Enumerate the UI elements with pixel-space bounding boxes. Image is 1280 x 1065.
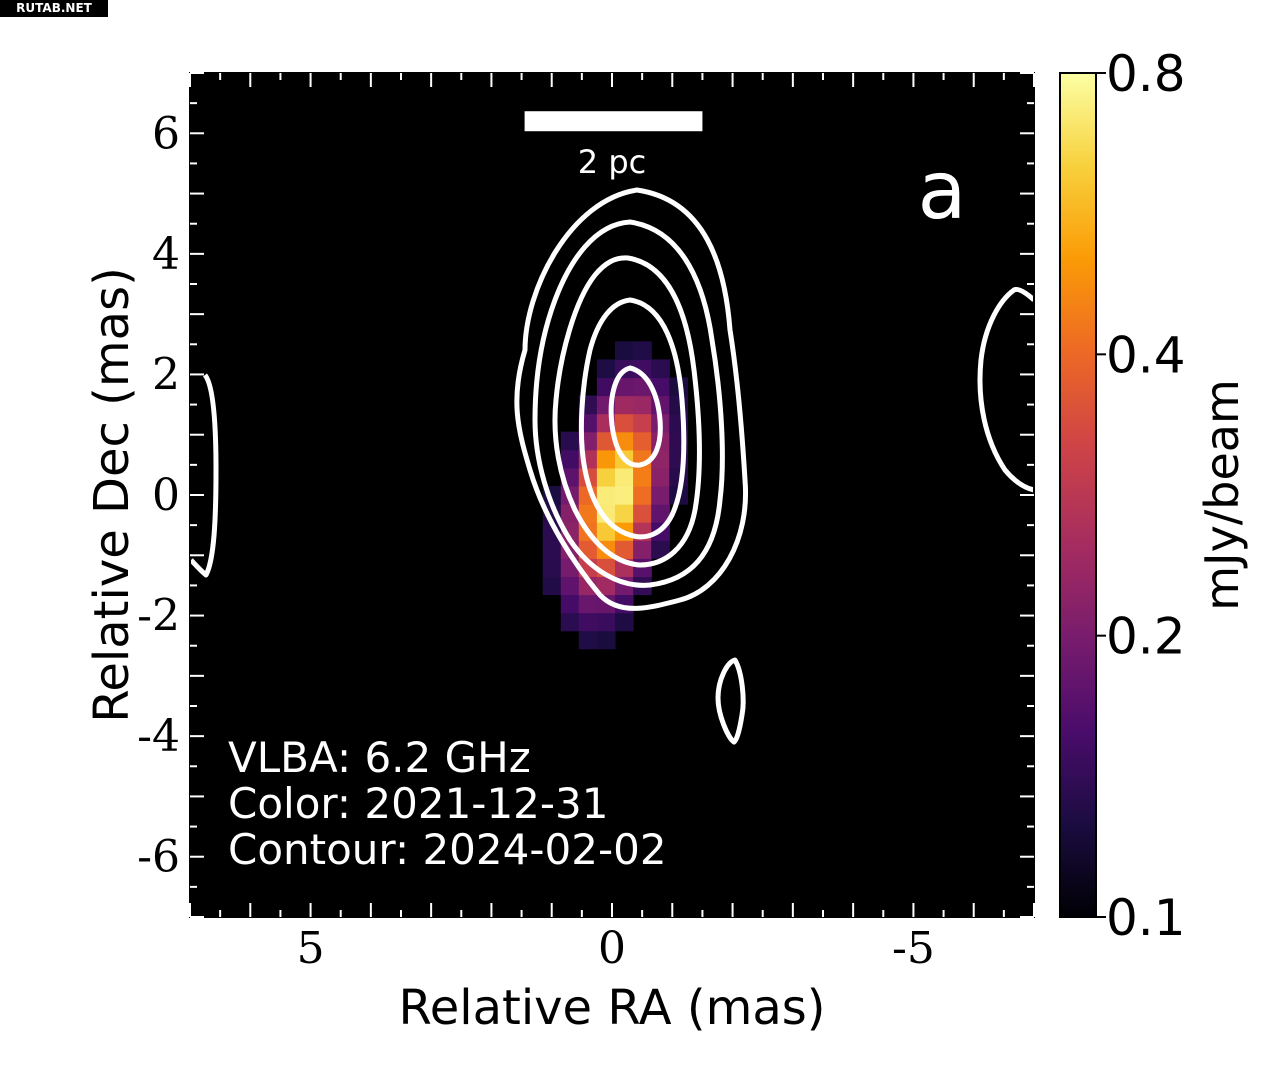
heatmap-pixel bbox=[651, 467, 670, 487]
y-tick-label: 4 bbox=[152, 229, 180, 280]
heatmap-pixel bbox=[633, 504, 652, 523]
y-tick-label: 0 bbox=[152, 470, 180, 521]
heatmap-pixel bbox=[596, 467, 616, 487]
heatmap-pixel bbox=[633, 540, 652, 559]
x-tick-labels: 5 0 -5 bbox=[297, 923, 935, 974]
annotation-color-epoch: Color: 2021-12-31 bbox=[228, 779, 609, 828]
heatmap-pixel bbox=[615, 486, 634, 505]
panel-label: a bbox=[917, 144, 966, 237]
axis-ticks bbox=[189, 72, 1035, 918]
y-tick-label: -6 bbox=[137, 832, 180, 883]
heatmap-pixel bbox=[578, 630, 598, 650]
heatmap-pixel bbox=[596, 630, 616, 650]
heatmap-pixel bbox=[596, 486, 616, 505]
heatmap-pixel bbox=[578, 504, 598, 523]
y-tick-label: 2 bbox=[152, 349, 180, 400]
colorbar bbox=[1059, 72, 1097, 918]
heatmap-pixel bbox=[651, 359, 670, 379]
heatmap-pixel bbox=[560, 612, 580, 632]
annotation-instrument: VLBA: 6.2 GHz bbox=[228, 733, 531, 782]
x-tick-label: 5 bbox=[297, 923, 325, 974]
heatmap-pixel bbox=[615, 612, 634, 632]
colorbar-label: mJy/beam bbox=[1195, 379, 1249, 611]
heatmap-pixel bbox=[633, 558, 652, 577]
heatmap-pixel bbox=[596, 576, 616, 596]
contour-level-5 bbox=[608, 365, 663, 468]
contour-left-edge bbox=[190, 373, 219, 578]
y-tick-labels: 6 4 2 0 -2 -4 -6 bbox=[137, 108, 180, 882]
heatmap-pixel bbox=[596, 431, 616, 451]
heatmap-pixel bbox=[633, 431, 652, 451]
heatmap-pixel bbox=[578, 594, 598, 614]
y-tick-label: -2 bbox=[137, 591, 180, 642]
contour-right-edge bbox=[977, 287, 1034, 493]
heatmap-pixel bbox=[615, 467, 634, 487]
heatmap-pixel bbox=[560, 431, 580, 451]
contour-level-4 bbox=[578, 297, 687, 540]
x-axis-label: Relative RA (mas) bbox=[399, 980, 826, 1036]
heatmap-pixel bbox=[596, 449, 616, 469]
colorbar-tick-label: 0.8 bbox=[1106, 45, 1186, 103]
heatmap-pixel bbox=[633, 486, 652, 505]
contour-level-3 bbox=[552, 255, 702, 568]
heatmap-pixel bbox=[542, 558, 562, 577]
heatmap-pixel bbox=[560, 449, 580, 469]
x-tick-label: -5 bbox=[892, 923, 935, 974]
scale-bar bbox=[524, 111, 703, 132]
heatmap-pixel bbox=[596, 612, 616, 632]
contour-small-blob bbox=[715, 657, 746, 745]
heatmap-pixel bbox=[651, 486, 670, 505]
heatmap-pixel bbox=[578, 612, 598, 632]
heatmap-pixel bbox=[560, 576, 580, 596]
heatmap-pixel bbox=[633, 413, 652, 433]
x-tick-label: 0 bbox=[598, 923, 626, 974]
contour-level-1 bbox=[514, 187, 749, 611]
heatmap-pixel bbox=[615, 431, 634, 451]
y-axis-label: Relative Dec (mas) bbox=[84, 267, 140, 723]
heatmap-pixel bbox=[633, 395, 652, 415]
heatmap-pixel bbox=[596, 504, 616, 523]
watermark: RUTAB.NET bbox=[0, 0, 108, 17]
annotation-contour-epoch: Contour: 2024-02-02 bbox=[228, 825, 667, 874]
colorbar-ticks: 0.8 0.4 0.2 0.1 bbox=[1096, 45, 1186, 947]
colorbar-tick-label: 0.1 bbox=[1106, 889, 1186, 947]
heatmap-pixel bbox=[651, 504, 670, 523]
heatmap-pixel bbox=[596, 359, 616, 379]
heatmap-pixel bbox=[542, 576, 562, 596]
y-tick-label: 6 bbox=[152, 108, 180, 159]
heatmap-pixel bbox=[633, 467, 652, 487]
y-tick-label: -4 bbox=[137, 711, 180, 762]
heatmap-pixel bbox=[542, 540, 562, 559]
heatmap-pixel bbox=[560, 594, 580, 614]
colorbar-tick-label: 0.4 bbox=[1106, 326, 1186, 384]
heatmap-pixel bbox=[633, 341, 652, 360]
heatmap-pixel bbox=[615, 341, 634, 360]
heatmap-pixel bbox=[578, 576, 598, 596]
scale-bar-label: 2 pc bbox=[578, 143, 646, 181]
heatmap-pixel bbox=[615, 413, 634, 433]
heatmap-pixel bbox=[651, 540, 670, 559]
colorbar-tick-label: 0.2 bbox=[1106, 608, 1186, 666]
heatmap-pixel bbox=[615, 395, 634, 415]
heatmap-pixel bbox=[615, 377, 634, 397]
contour-level-2 bbox=[532, 219, 725, 588]
heatmap-pixel bbox=[615, 540, 634, 559]
contour-layer bbox=[190, 187, 1034, 745]
heatmap-pixel bbox=[615, 504, 634, 523]
